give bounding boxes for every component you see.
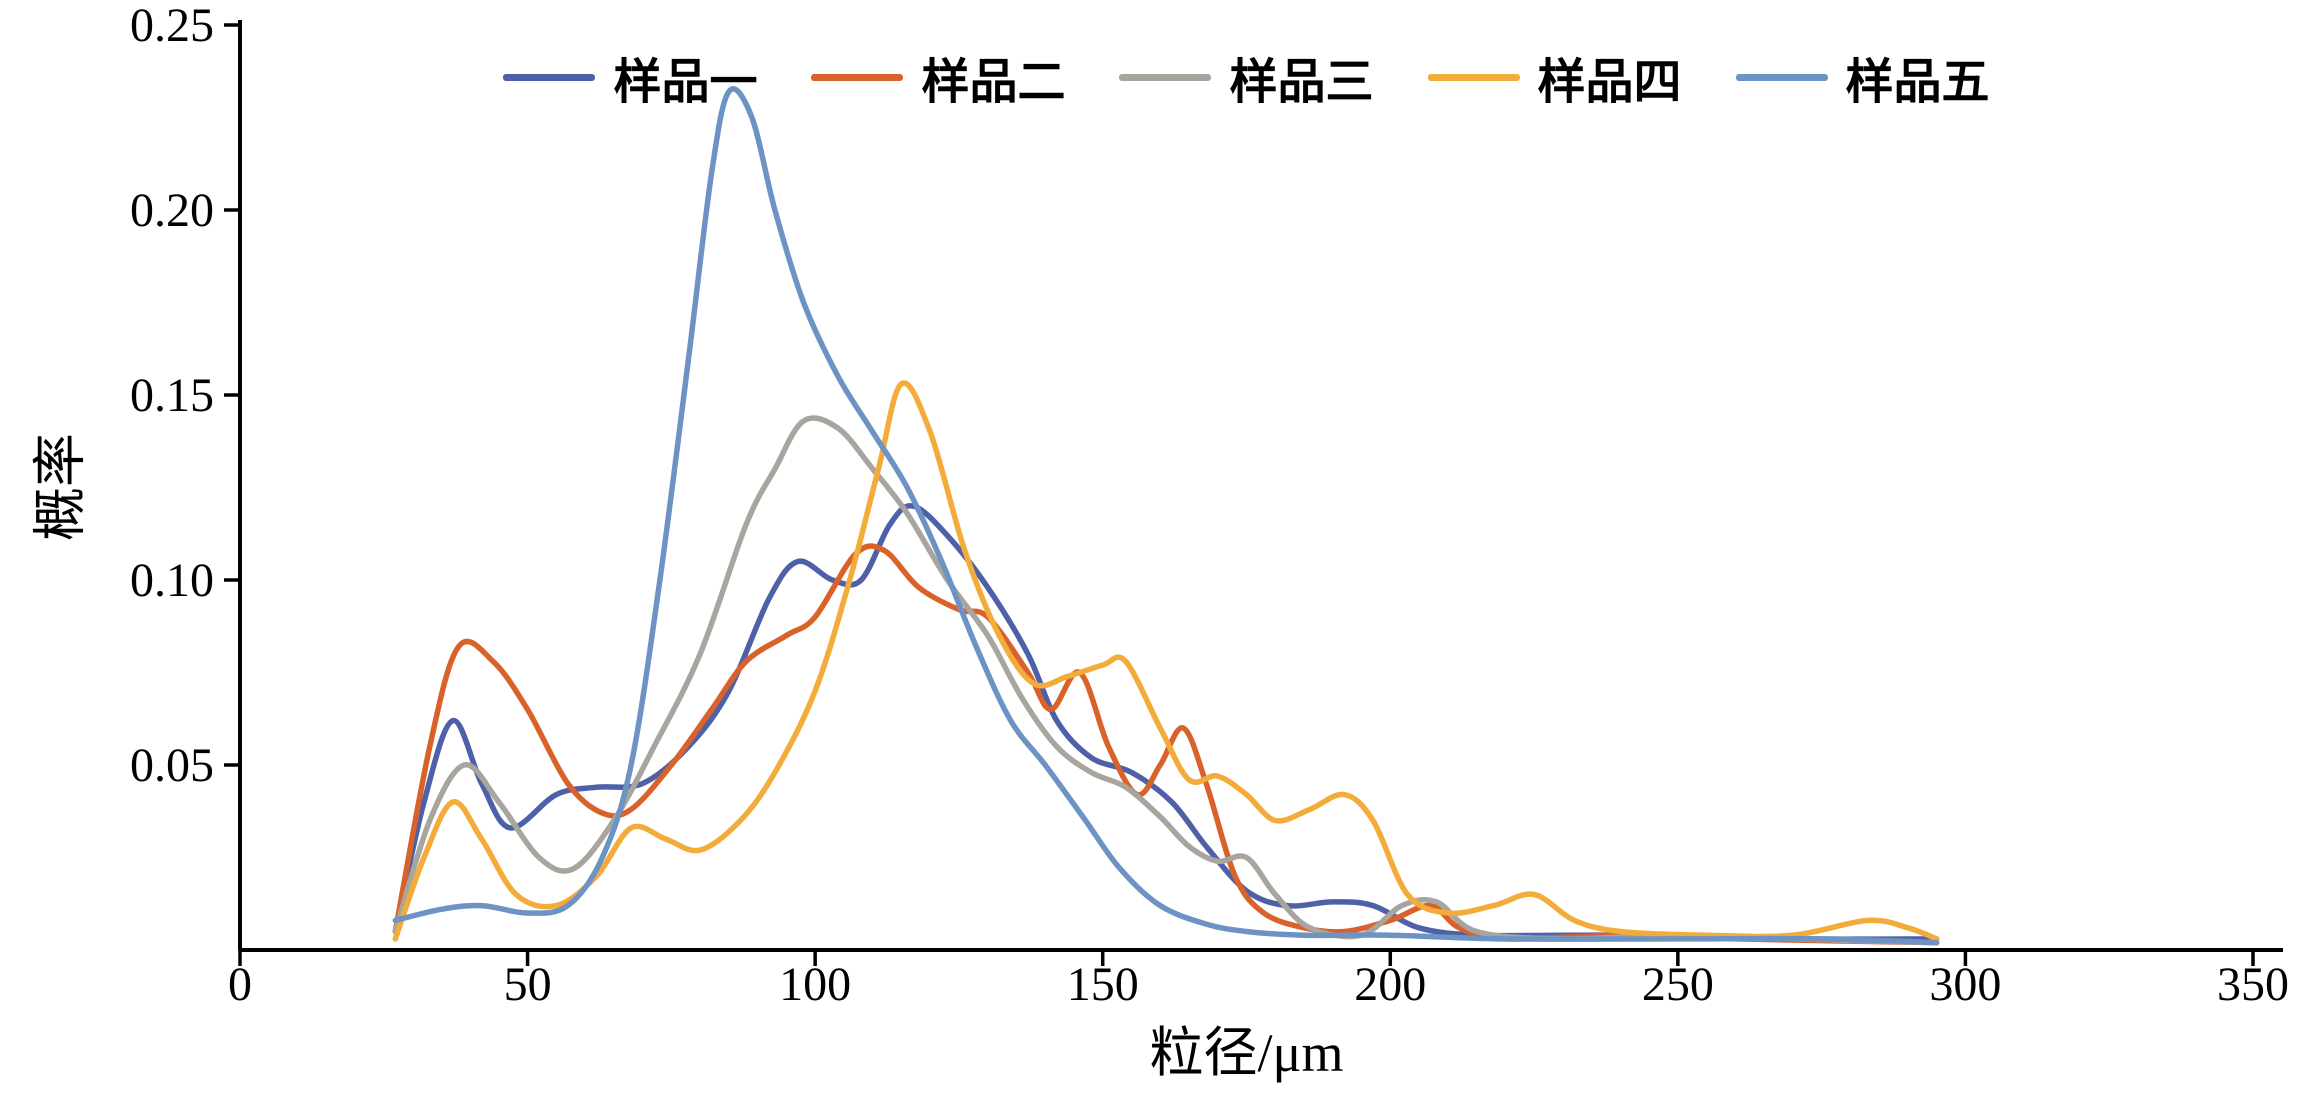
series-line-3 [392,415,1940,946]
x-tick-label: 100 [779,958,851,1011]
x-axis-title: 粒径/μm [1149,1023,1344,1083]
x-tick-label: 0 [228,958,252,1011]
y-tick-label: 0.10 [130,554,214,607]
x-tick-label: 50 [504,958,552,1011]
series-line-5 [392,86,1940,946]
x-tick-label: 150 [1067,958,1139,1011]
series-line-4 [392,380,1940,942]
y-tick-label: 0.15 [130,369,214,422]
series-line-1 [392,503,1940,942]
y-tick-label: 0.20 [130,184,214,237]
x-tick-label: 350 [2217,958,2289,1011]
y-tick-label: 0.25 [130,0,214,52]
x-tick-label: 250 [1642,958,1714,1011]
x-tick-label: 300 [1929,958,2001,1011]
x-tick-label: 200 [1354,958,1426,1011]
y-tick-label: 0.05 [130,739,214,792]
y-axis-title: 概率 [30,433,91,541]
